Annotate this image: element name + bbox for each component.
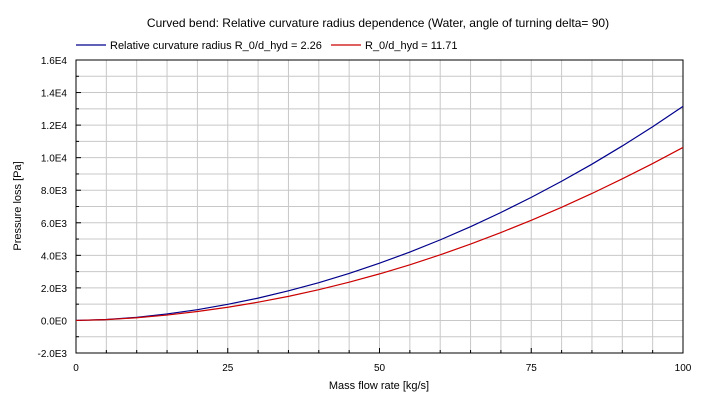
y-axis-label: Pressure loss [Pa] xyxy=(12,161,24,250)
x-axis-label: Mass flow rate [kg/s] xyxy=(329,380,429,392)
y-tick-label: 2.0E3 xyxy=(41,284,68,295)
legend-label-series-2: R_0/d_hyd = 11.71 xyxy=(365,40,457,52)
x-tick-label: 75 xyxy=(526,363,538,374)
y-tick-label: 1.2E4 xyxy=(41,121,68,132)
y-tick-label: 8.0E3 xyxy=(41,186,68,197)
y-tick-label: -2.0E3 xyxy=(38,349,68,360)
y-tick-label: 6.0E3 xyxy=(41,219,68,230)
axis-ticks: 0 25 50 75 100 -2.0E3 0.0E0 2.0E3 4.0E3 6.0E3 8.0E… xyxy=(38,56,692,374)
y-tick-label: 1.6E4 xyxy=(41,56,68,67)
chart-title: Curved bend: Relative curvature radius d… xyxy=(147,16,609,30)
legend: Relative curvature radius R_0/d_hyd = 2.… xyxy=(76,40,457,52)
y-tick-label: 1.4E4 xyxy=(41,89,68,100)
series xyxy=(75,105,684,322)
x-tick-label: 0 xyxy=(73,363,79,374)
x-tick-label: 50 xyxy=(374,363,386,374)
grid xyxy=(76,60,683,353)
y-tick-label: 0.0E0 xyxy=(41,316,68,327)
y-tick-label: 1.0E4 xyxy=(41,154,68,165)
x-tick-label: 100 xyxy=(675,363,692,374)
x-tick-label: 25 xyxy=(222,363,234,374)
series-line-2 xyxy=(75,146,684,322)
legend-label-series-1: Relative curvature radius R_0/d_hyd = 2.… xyxy=(110,40,322,52)
series-line-1 xyxy=(75,105,684,322)
y-tick-label: 4.0E3 xyxy=(41,251,68,262)
